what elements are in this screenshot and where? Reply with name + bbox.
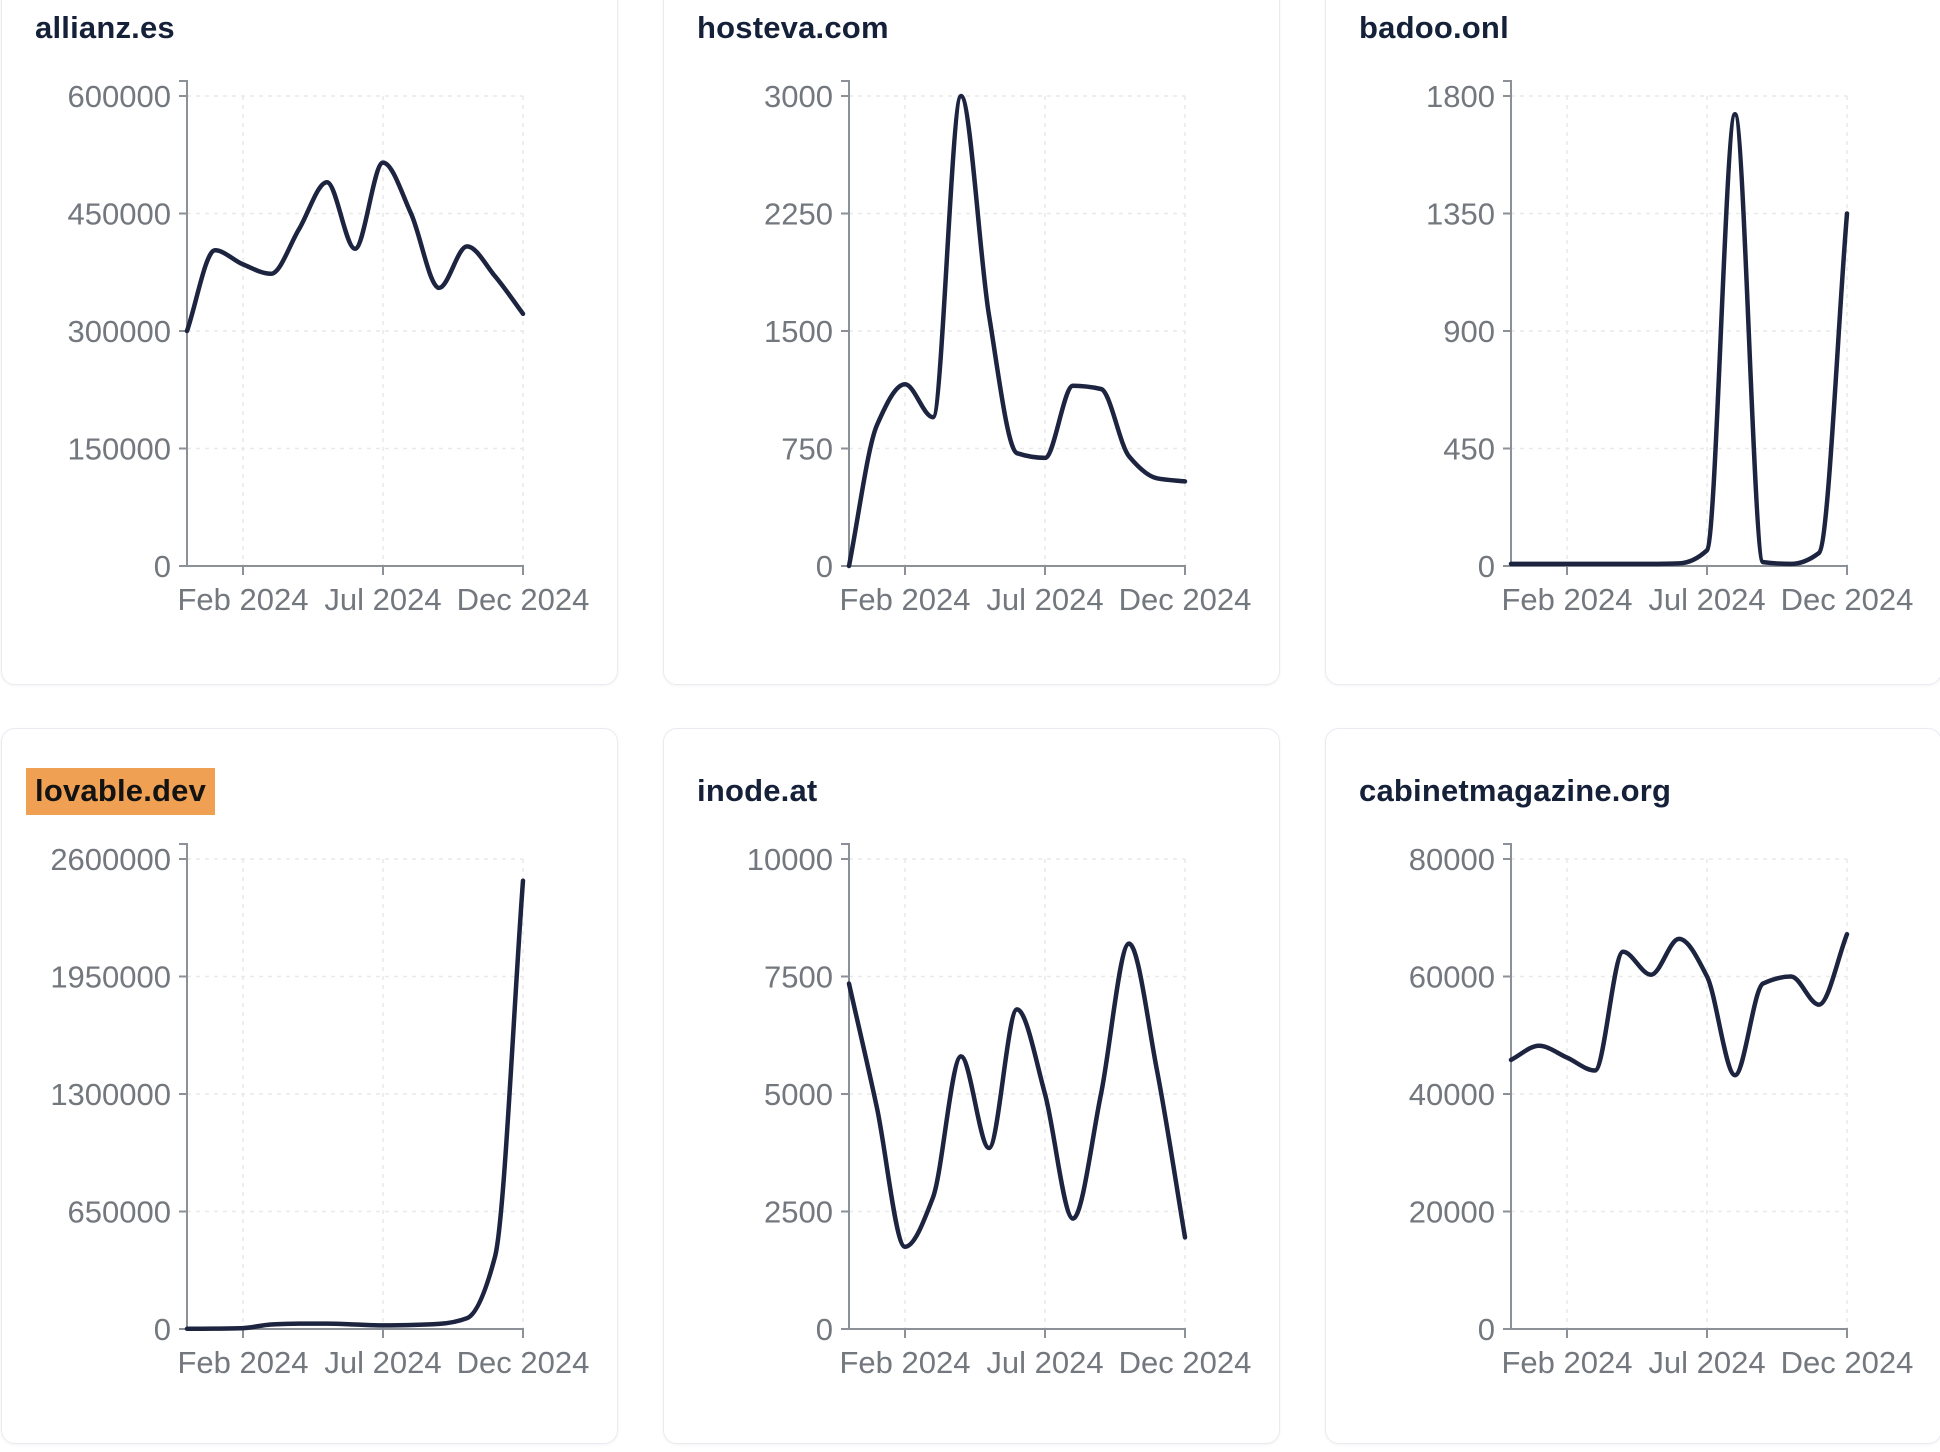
chart-title: badoo.onl [1359, 10, 1509, 46]
gridlines [1511, 95, 1848, 566]
y-tick-label: 7500 [764, 960, 833, 995]
x-tick-label: Dec 2024 [1119, 1345, 1252, 1380]
chart-card: hosteva.com 0 750 1500 2250 3000 Feb 2024 Jul … [663, 0, 1280, 685]
line-chart: 0 2500 5000 7500 10000 Feb 2024 Jul 2024 Dec 20… [664, 829, 1281, 1409]
axis [1503, 80, 1848, 575]
x-tick-label: Jul 2024 [1648, 582, 1765, 617]
y-tick-label: 5000 [764, 1077, 833, 1112]
y-tick-label: 20000 [1409, 1195, 1495, 1230]
tick-labels: 0 650000 1300000 1950000 2600000 Feb 2024 Jul … [50, 842, 589, 1380]
chart-title: hosteva.com [697, 10, 889, 46]
y-tick-label: 600000 [68, 79, 171, 114]
y-tick-label: 0 [1478, 1312, 1495, 1347]
axis [179, 843, 524, 1338]
y-tick-label: 0 [816, 549, 833, 584]
x-tick-label: Dec 2024 [457, 1345, 590, 1380]
series-line [846, 93, 1188, 569]
axis [179, 80, 524, 575]
y-tick-label: 150000 [68, 432, 171, 467]
x-tick-label: Jul 2024 [986, 1345, 1103, 1380]
x-tick-label: Feb 2024 [178, 582, 309, 617]
y-tick-label: 10000 [747, 842, 833, 877]
chart-card: badoo.onl 0 450 900 1350 1800 Feb 2024 Jul 202… [1325, 0, 1940, 685]
line-chart: 0 450 900 1350 1800 Feb 2024 Jul 2024 Dec 2024 [1326, 66, 1940, 646]
series-line [846, 941, 1188, 1250]
chart-title-text: inode.at [697, 773, 818, 808]
chart-card: inode.at 0 2500 5000 7500 10000 Feb 2024 Jul 2… [663, 728, 1280, 1444]
y-tick-label: 1500 [764, 314, 833, 349]
chart-title-text: lovable.dev [26, 768, 216, 815]
line-chart: 0 750 1500 2250 3000 Feb 2024 Jul 2024 Dec 2024 [664, 66, 1281, 646]
gridlines [187, 95, 524, 566]
x-tick-label: Feb 2024 [1502, 1345, 1633, 1380]
y-tick-label: 0 [154, 1312, 171, 1347]
chart-card: cabinetmagazine.org 0 20000 40000 60000 8000… [1325, 728, 1940, 1444]
tick-labels: 0 450 900 1350 1800 Feb 2024 Jul 2024 Dec 2024 [1426, 79, 1913, 617]
tick-labels: 0 20000 40000 60000 80000 Feb 2024 Jul 2024 Dec… [1409, 842, 1914, 1380]
chart-title: cabinetmagazine.org [1359, 773, 1671, 809]
y-tick-label: 1800 [1426, 79, 1495, 114]
line-chart: 0 650000 1300000 1950000 2600000 Feb 2024 Jul … [2, 829, 619, 1409]
tick-labels: 0 750 1500 2250 3000 Feb 2024 Jul 2024 Dec 2024 [764, 79, 1251, 617]
chart-title: allianz.es [35, 10, 175, 46]
chart-title: lovable.dev [26, 768, 216, 815]
y-tick-label: 750 [781, 432, 833, 467]
y-tick-label: 60000 [1409, 960, 1495, 995]
y-tick-label: 1350 [1426, 197, 1495, 232]
axis [1503, 843, 1848, 1338]
series-line [184, 878, 526, 1332]
x-tick-label: Jul 2024 [986, 582, 1103, 617]
axis [841, 843, 1186, 1338]
series-line [184, 160, 526, 334]
chart-title: inode.at [697, 773, 817, 809]
x-tick-label: Dec 2024 [457, 582, 590, 617]
y-tick-label: 900 [1443, 314, 1495, 349]
gridlines [187, 858, 524, 1329]
series-line [1508, 931, 1850, 1078]
y-tick-label: 40000 [1409, 1077, 1495, 1112]
gridlines [849, 858, 1186, 1329]
x-tick-label: Dec 2024 [1781, 1345, 1914, 1380]
x-tick-label: Feb 2024 [840, 1345, 971, 1380]
x-tick-label: Feb 2024 [1502, 582, 1633, 617]
gridlines [1511, 858, 1848, 1329]
series-line [1508, 112, 1850, 567]
x-tick-label: Feb 2024 [178, 1345, 309, 1380]
line-chart: 0 20000 40000 60000 80000 Feb 2024 Jul 2024 Dec… [1326, 829, 1940, 1409]
y-tick-label: 0 [1478, 549, 1495, 584]
x-tick-label: Jul 2024 [324, 1345, 441, 1380]
y-tick-label: 0 [154, 549, 171, 584]
y-tick-label: 0 [816, 1312, 833, 1347]
chart-card: lovable.dev 0 650000 1300000 1950000 2600000… [1, 728, 618, 1444]
x-tick-label: Jul 2024 [324, 582, 441, 617]
chart-card: allianz.es 0 150000 300000 450000 600000 Feb … [1, 0, 618, 685]
chart-title-text: badoo.onl [1359, 10, 1509, 45]
tick-labels: 0 150000 300000 450000 600000 Feb 2024 Jul 202… [68, 79, 590, 617]
x-tick-label: Jul 2024 [1648, 1345, 1765, 1380]
chart-title-text: hosteva.com [697, 10, 889, 45]
x-tick-label: Dec 2024 [1119, 582, 1252, 617]
y-tick-label: 450 [1443, 432, 1495, 467]
x-tick-label: Dec 2024 [1781, 582, 1914, 617]
axis [841, 80, 1186, 575]
gridlines [849, 95, 1186, 566]
y-tick-label: 300000 [68, 314, 171, 349]
x-tick-label: Feb 2024 [840, 582, 971, 617]
y-tick-label: 1950000 [50, 960, 171, 995]
y-tick-label: 2600000 [50, 842, 171, 877]
tick-labels: 0 2500 5000 7500 10000 Feb 2024 Jul 2024 Dec 20… [747, 842, 1252, 1380]
y-tick-label: 3000 [764, 79, 833, 114]
chart-title-text: cabinetmagazine.org [1359, 773, 1672, 808]
chart-title-text: allianz.es [35, 10, 175, 45]
y-tick-label: 650000 [68, 1195, 171, 1230]
y-tick-label: 2500 [764, 1195, 833, 1230]
y-tick-label: 450000 [68, 197, 171, 232]
y-tick-label: 2250 [764, 197, 833, 232]
y-tick-label: 1300000 [50, 1077, 171, 1112]
line-chart: 0 150000 300000 450000 600000 Feb 2024 Jul 202… [2, 66, 619, 646]
y-tick-label: 80000 [1409, 842, 1495, 877]
